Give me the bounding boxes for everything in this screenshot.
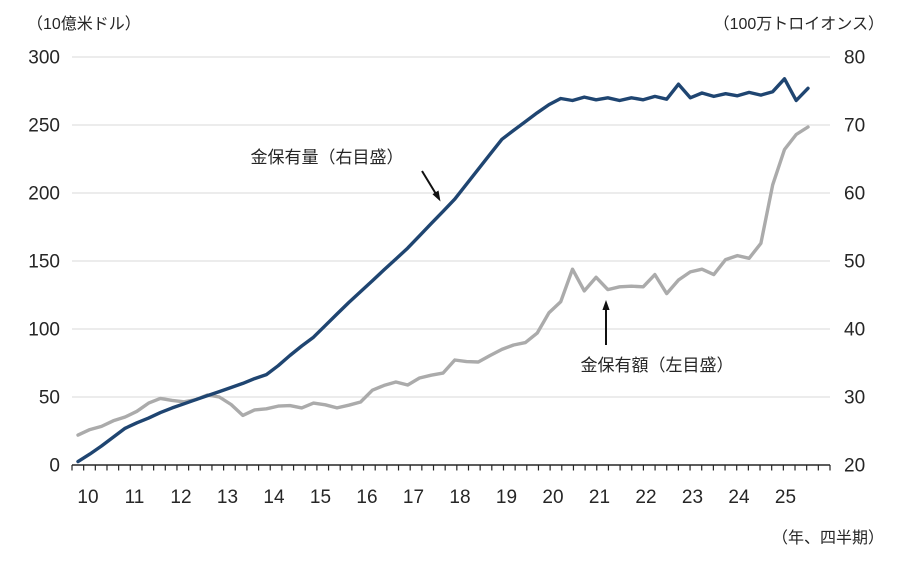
annotation-gold-volume-arrow <box>421 170 441 202</box>
left-axis-tick-label: 0 <box>49 456 60 477</box>
left-axis-tick-label: 300 <box>28 48 60 69</box>
right-axis-tick-label: 40 <box>844 320 865 341</box>
x-axis-year-label: 20 <box>542 487 563 508</box>
right-axis-tick-label: 80 <box>844 48 865 69</box>
series-lines <box>76 77 810 464</box>
right-axis-tick-label: 20 <box>844 456 865 477</box>
annotation-gold-value-arrow <box>602 300 610 345</box>
left-axis-tick-label: 250 <box>28 116 60 137</box>
x-axis-year-label: 18 <box>449 487 470 508</box>
x-axis-year-label: 15 <box>310 487 331 508</box>
left-axis-tick-label: 200 <box>28 184 60 205</box>
gold-value-line <box>76 125 810 437</box>
left-axis-tick-label: 50 <box>39 388 60 409</box>
x-axis-quarter-ticks <box>71 465 831 471</box>
x-axis-year-label: 11 <box>125 487 145 508</box>
x-axis-note: （年、四半期） <box>772 529 884 547</box>
x-axis-year-label: 23 <box>682 487 703 508</box>
right-axis-tick-label: 50 <box>844 252 865 273</box>
left-axis-tick-labels: 300 250 200 150 100 50 0 <box>28 48 60 477</box>
left-axis-unit-label: （10億米ドル） <box>27 15 141 33</box>
x-axis-year-label: 17 <box>403 487 424 508</box>
x-axis-year-label: 25 <box>775 487 796 508</box>
right-axis-tick-label: 70 <box>844 116 865 137</box>
gridlines <box>72 56 830 398</box>
left-axis-tick-label: 150 <box>28 252 60 273</box>
x-axis-year-label: 22 <box>635 487 656 508</box>
x-axis-year-label: 19 <box>496 487 517 508</box>
annotation-gold-volume-label: 金保有量（右目盛） <box>251 148 404 167</box>
x-axis-year-label: 16 <box>356 487 377 508</box>
x-axis-year-labels: 10 11 12 13 14 15 16 17 18 19 20 21 22 23 24 25 <box>77 487 796 508</box>
x-axis-year-label: 13 <box>217 487 238 508</box>
annotation-gold-value-label: 金保有額（左目盛） <box>581 356 734 375</box>
x-axis-year-label: 14 <box>263 487 285 508</box>
right-axis-tick-labels: 80 70 60 50 40 30 20 <box>844 48 865 477</box>
x-axis-year-label: 12 <box>170 487 191 508</box>
right-axis-tick-label: 60 <box>844 184 865 205</box>
right-axis-unit-label: （100万トロイオンス） <box>714 15 884 33</box>
left-axis-tick-label: 100 <box>28 320 60 341</box>
gold-volume-line <box>76 77 810 464</box>
right-axis-tick-label: 30 <box>844 388 865 409</box>
x-axis-year-label: 24 <box>728 487 750 508</box>
x-axis-year-label: 10 <box>77 487 98 508</box>
x-axis-year-label: 21 <box>589 487 610 508</box>
